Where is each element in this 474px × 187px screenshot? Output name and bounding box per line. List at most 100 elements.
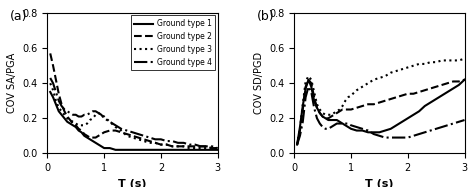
- Ground type 3: [169, 145, 175, 147]
- Ground type 1: [169, 149, 175, 151]
- Ground type 4: [203, 145, 209, 147]
- Ground type 1: [79, 131, 84, 134]
- Ground type 3: [79, 124, 84, 126]
- Ground type 3: [90, 117, 96, 119]
- Ground type 4: [209, 145, 215, 147]
- Line: Ground type 3: Ground type 3: [50, 83, 218, 148]
- Ground type 1: [107, 147, 113, 149]
- Ground type 4: [87, 112, 93, 114]
- Ground type 2: [76, 128, 82, 130]
- Ground type 2: [203, 145, 209, 147]
- Ground type 3: [64, 117, 70, 119]
- Ground type 2: [90, 137, 96, 139]
- Ground type 1: [130, 149, 136, 151]
- Ground type 1: [93, 142, 99, 144]
- Ground type 4: [101, 117, 107, 119]
- Ground type 2: [152, 142, 158, 144]
- Ground type 2: [67, 119, 73, 121]
- Ground type 2: [158, 143, 164, 146]
- Ground type 4: [50, 82, 56, 84]
- Ground type 4: [192, 143, 198, 146]
- Ground type 2: [181, 145, 186, 147]
- Ground type 1: [62, 117, 67, 119]
- Ground type 4: [118, 128, 124, 130]
- Ground type 4: [79, 115, 84, 118]
- Ground type 4: [70, 114, 76, 116]
- Ground type 2: [70, 122, 76, 125]
- Ground type 1: [192, 149, 198, 151]
- Ground type 2: [47, 52, 53, 55]
- Ground type 2: [59, 103, 64, 105]
- Ground type 1: [198, 149, 203, 151]
- Ground type 3: [130, 137, 136, 139]
- Ground type 1: [64, 121, 70, 123]
- X-axis label: T (s): T (s): [365, 179, 393, 187]
- Ground type 4: [181, 142, 186, 144]
- Ground type 1: [113, 149, 118, 151]
- Ground type 4: [169, 140, 175, 142]
- Ground type 2: [113, 129, 118, 132]
- Ground type 1: [59, 114, 64, 116]
- Ground type 2: [50, 65, 56, 67]
- Ground type 2: [96, 135, 101, 137]
- Ground type 4: [124, 129, 130, 132]
- Ground type 3: [141, 140, 147, 142]
- Ground type 3: [181, 145, 186, 147]
- Ground type 2: [164, 143, 169, 146]
- Ground type 3: [136, 138, 141, 140]
- Ground type 2: [169, 145, 175, 147]
- Ground type 3: [84, 122, 90, 125]
- Ground type 3: [175, 145, 181, 147]
- Ground type 3: [73, 122, 79, 125]
- Ground type 2: [82, 133, 87, 135]
- Ground type 1: [96, 143, 101, 146]
- Ground type 1: [82, 135, 87, 137]
- Ground type 1: [70, 124, 76, 126]
- Ground type 4: [64, 110, 70, 112]
- Ground type 3: [96, 112, 101, 114]
- Ground type 4: [56, 100, 62, 102]
- Ground type 4: [107, 121, 113, 123]
- Ground type 4: [158, 138, 164, 140]
- Ground type 2: [79, 129, 84, 132]
- Ground type 3: [53, 100, 59, 102]
- Ground type 2: [209, 147, 215, 149]
- Ground type 1: [209, 149, 215, 151]
- Ground type 3: [215, 147, 220, 149]
- Ground type 4: [141, 135, 147, 137]
- Ground type 4: [113, 124, 118, 126]
- Ground type 3: [186, 147, 192, 149]
- Ground type 3: [99, 114, 104, 116]
- Ground type 1: [175, 149, 181, 151]
- Ground type 4: [62, 108, 67, 111]
- Ground type 3: [147, 142, 153, 144]
- Ground type 4: [147, 137, 153, 139]
- Ground type 2: [53, 79, 59, 81]
- Ground type 4: [175, 142, 181, 144]
- Ground type 2: [87, 137, 93, 139]
- Ground type 3: [56, 107, 62, 109]
- Ground type 1: [101, 147, 107, 149]
- Y-axis label: COV SD/PGD: COV SD/PGD: [254, 52, 264, 114]
- Ground type 1: [90, 140, 96, 142]
- Ground type 3: [209, 147, 215, 149]
- Ground type 4: [84, 114, 90, 116]
- Ground type 4: [73, 114, 79, 116]
- Ground type 3: [59, 110, 64, 112]
- Ground type 1: [84, 137, 90, 139]
- Ground type 4: [215, 147, 220, 149]
- Ground type 1: [186, 149, 192, 151]
- Line: Ground type 2: Ground type 2: [50, 53, 218, 148]
- Ground type 3: [101, 115, 107, 118]
- Ground type 2: [118, 131, 124, 134]
- Legend: Ground type 1, Ground type 2, Ground type 3, Ground type 4: Ground type 1, Ground type 2, Ground typ…: [130, 15, 215, 70]
- Ground type 2: [101, 131, 107, 134]
- Ground type 3: [50, 89, 56, 91]
- Ground type 1: [164, 149, 169, 151]
- Ground type 1: [136, 149, 141, 151]
- Ground type 3: [76, 124, 82, 126]
- Ground type 3: [198, 147, 203, 149]
- Ground type 3: [93, 114, 99, 116]
- Ground type 2: [198, 145, 203, 147]
- Ground type 1: [203, 149, 209, 151]
